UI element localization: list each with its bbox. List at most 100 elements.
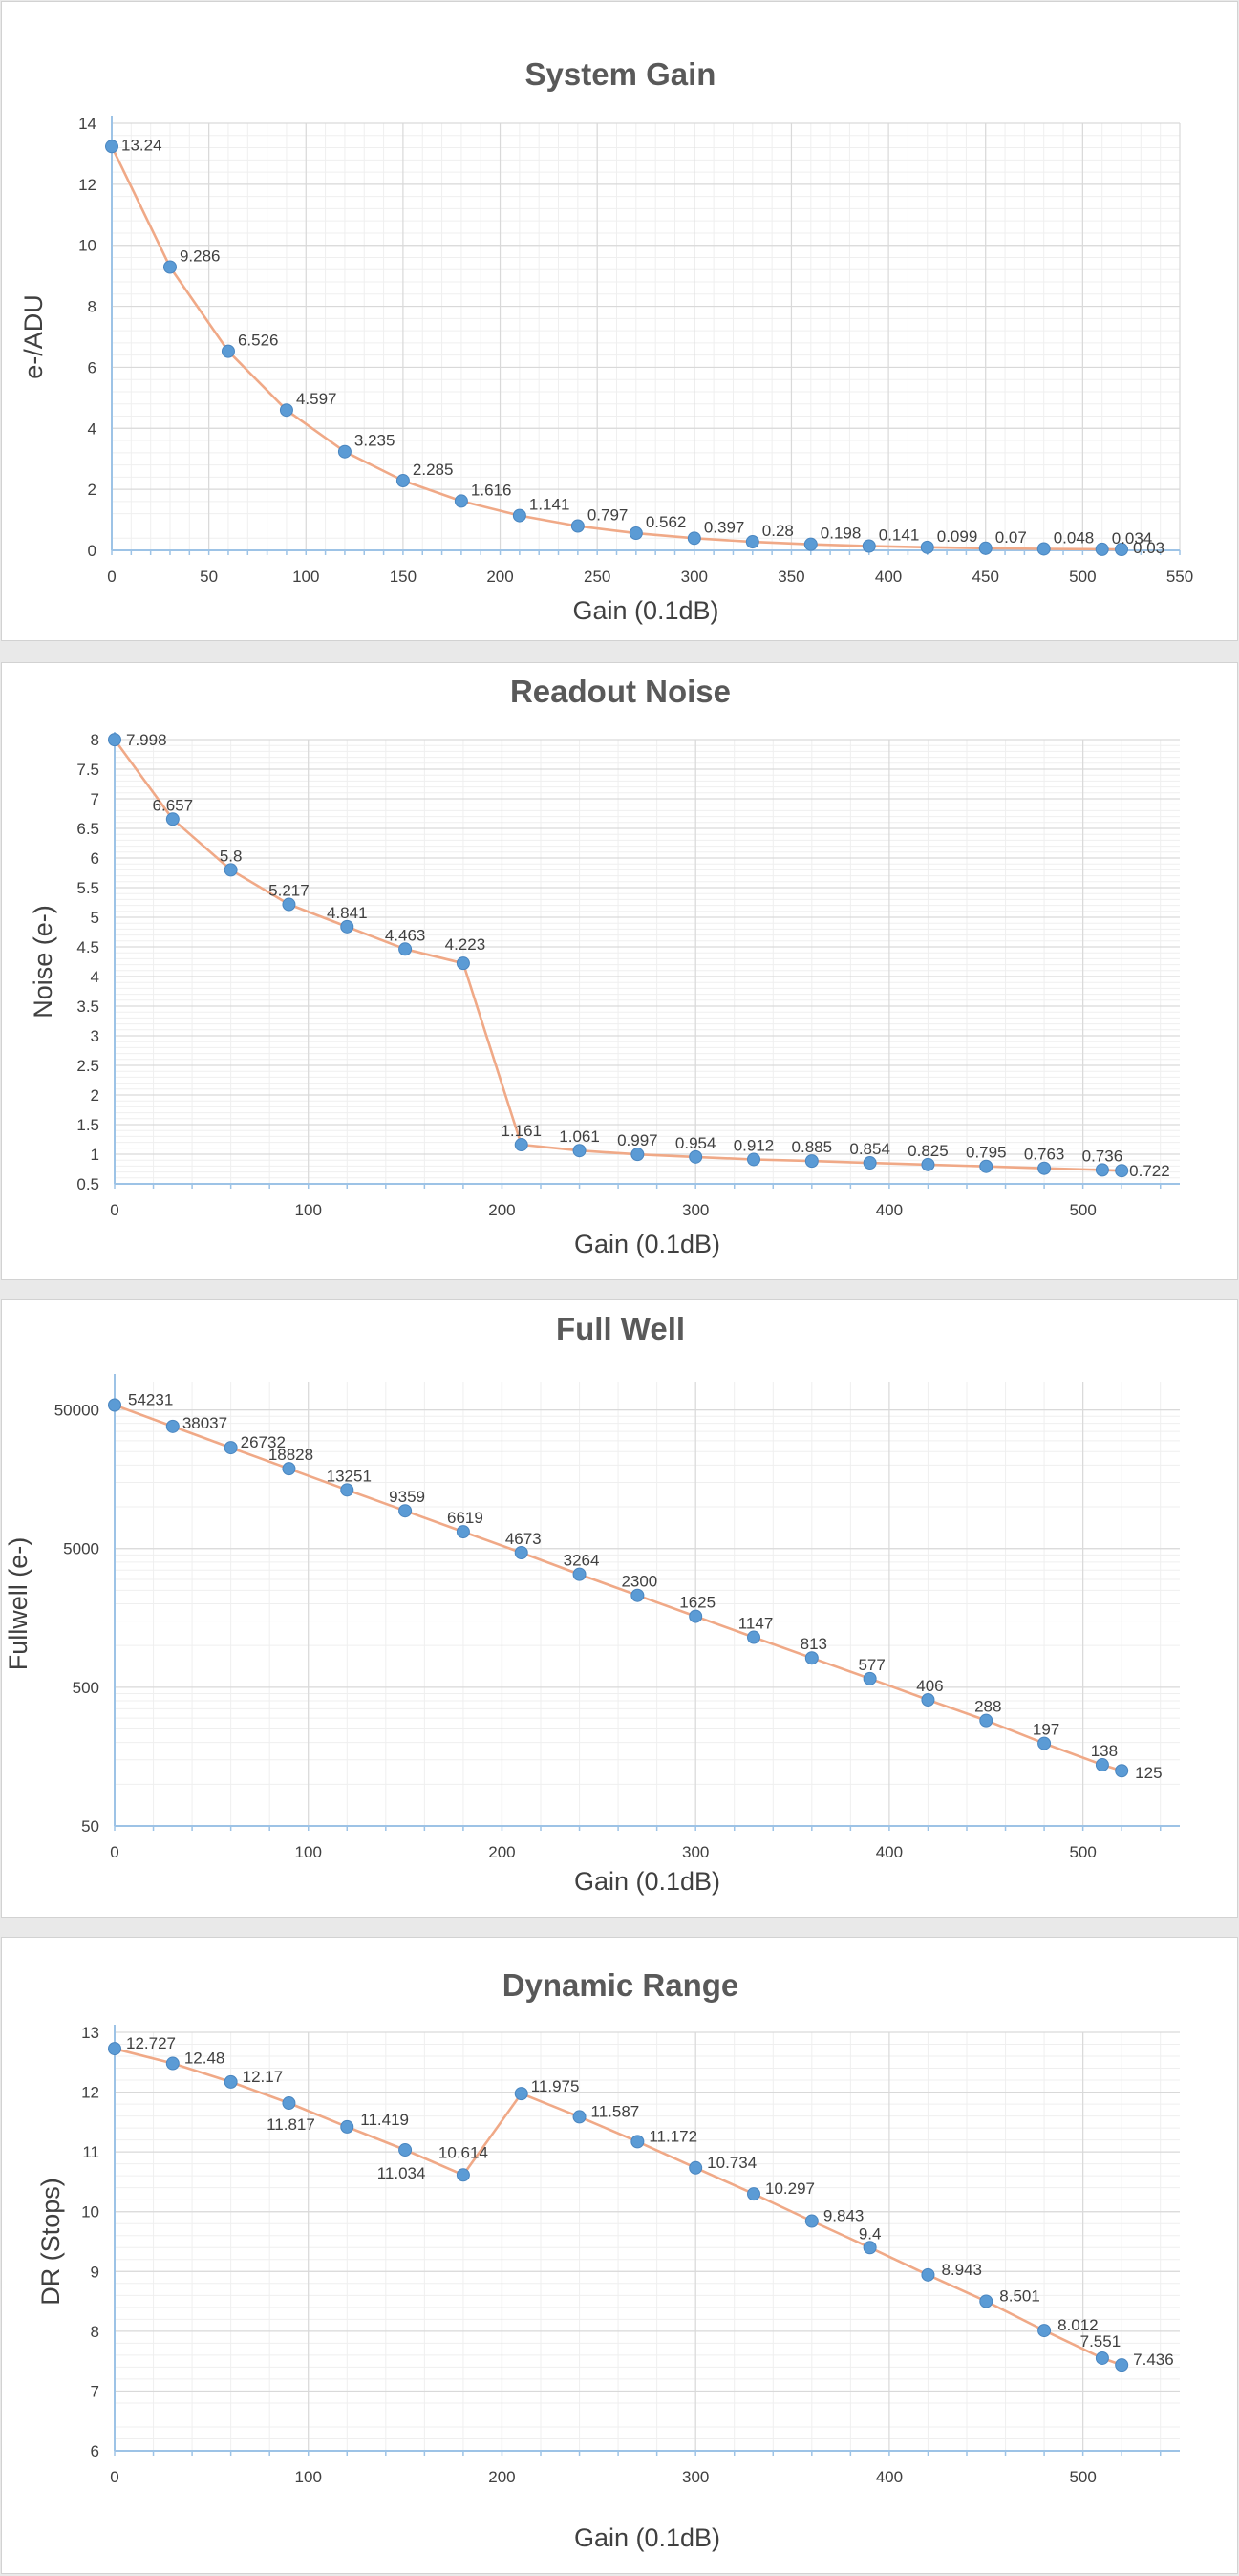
- system-gain-data-label: 0.034: [1112, 529, 1153, 547]
- full-well-x-axis-label: Gain (0.1dB): [574, 1867, 720, 1896]
- system-gain-data-label: 1.616: [471, 481, 512, 499]
- system-gain-data-point: [862, 539, 876, 553]
- system-gain-data-point: [105, 140, 118, 154]
- full-well-data-point: [165, 1419, 180, 1433]
- full-well-data-label: 125: [1135, 1764, 1162, 1782]
- dynamic-range-data-label: 7.551: [1080, 2332, 1122, 2351]
- readout-noise-data-point: [340, 919, 354, 934]
- system-gain-data-label: 0.28: [762, 522, 794, 540]
- full-well-y-tick-label: 5000: [63, 1540, 99, 1558]
- system-gain-data-label: 0.07: [995, 528, 1027, 547]
- readout-noise-data-label: 1.161: [501, 1122, 542, 1140]
- full-well-data-label: 1147: [738, 1615, 774, 1633]
- full-well-data-point: [689, 1609, 703, 1623]
- dynamic-range-data-label: 9.843: [823, 2207, 865, 2225]
- readout-noise-data-label: 4.463: [385, 926, 426, 944]
- readout-noise-data-point: [514, 1138, 528, 1152]
- dynamic-range-gridlines: [114, 2031, 1180, 2452]
- system-gain-data-label: 0.099: [937, 527, 978, 546]
- readout-noise-y-tick-label: 6: [91, 849, 99, 868]
- full-well-data-point: [282, 1462, 296, 1476]
- dynamic-range-data-point: [165, 2056, 180, 2071]
- full-well-data-point: [1095, 1758, 1109, 1772]
- full-well-data-point: [1115, 1764, 1129, 1778]
- full-well-data-label: 9359: [389, 1488, 425, 1506]
- dynamic-range-data-point: [1037, 2324, 1052, 2338]
- full-well-data-point: [514, 1546, 528, 1560]
- readout-noise-data-label: 0.795: [966, 1144, 1007, 1162]
- readout-noise-data-label: 0.722: [1129, 1162, 1170, 1180]
- system-gain-y-tick-label: 14: [78, 115, 96, 133]
- readout-noise-y-tick-label: 1.5: [76, 1116, 99, 1134]
- chart-panel-readout-noise: Readout Noise 0 100 200 300 400 500 0.5 1 1.5 2 2.5…: [1, 662, 1238, 1280]
- full-well-y-axis-label: Fullwell (e-): [4, 1537, 32, 1671]
- dynamic-range-chart: Dynamic Range 0 100 200 300 400 500 6 7 8 9 10 11 12 1…: [36, 1967, 1180, 2552]
- readout-noise-data-point: [224, 863, 238, 877]
- readout-noise-y-tick-label: 8: [91, 731, 99, 749]
- full-well-data-point: [630, 1588, 645, 1602]
- full-well-data-point: [572, 1567, 587, 1581]
- readout-noise-data-point: [456, 956, 470, 971]
- readout-noise-y-tick-label: 4.5: [76, 938, 99, 956]
- readout-noise-x-tick-label: 400: [876, 1201, 903, 1219]
- system-gain-y-tick-label: 12: [78, 176, 96, 194]
- readout-noise-data-point: [108, 733, 121, 747]
- readout-noise-data-label: 7.998: [126, 731, 167, 749]
- system-gain-data-point: [978, 541, 993, 555]
- system-gain-gridlines: [111, 122, 1181, 551]
- dynamic-range-data-point: [514, 2087, 528, 2101]
- readout-noise-x-axis-label: Gain (0.1dB): [574, 1230, 720, 1258]
- dynamic-range-data-label: 11.419: [360, 2111, 409, 2129]
- full-well-data-label: 13251: [327, 1467, 372, 1485]
- full-well-data-point: [747, 1630, 760, 1644]
- full-well-data-point: [108, 1398, 121, 1412]
- readout-noise-x-tick-label: 200: [488, 1201, 515, 1219]
- system-gain-x-tick-label: 300: [681, 568, 708, 586]
- system-gain-x-tick-label: 200: [486, 568, 513, 586]
- full-well-data-point: [979, 1713, 993, 1728]
- readout-noise-data-label: 0.885: [792, 1138, 833, 1156]
- dynamic-range-y-tick-label: 12: [81, 2084, 99, 2102]
- readout-noise-gridlines: [114, 739, 1180, 1185]
- readout-noise-title: Readout Noise: [510, 674, 731, 709]
- dynamic-range-data-point: [1115, 2358, 1129, 2372]
- system-gain-data-point: [395, 474, 410, 488]
- dynamic-range-data-point: [456, 2168, 470, 2182]
- readout-noise-data-point: [804, 1154, 819, 1169]
- readout-noise-x-tick-label: 300: [682, 1201, 709, 1219]
- dynamic-range-data-label: 8.943: [941, 2261, 982, 2279]
- full-well-data-point: [456, 1525, 470, 1539]
- full-well-data-label: 138: [1091, 1742, 1118, 1760]
- readout-noise-data-point: [979, 1159, 993, 1173]
- system-gain-data-point: [1115, 543, 1129, 557]
- system-gain-data-point: [570, 519, 585, 533]
- system-gain-y-tick-label: 4: [88, 419, 96, 438]
- system-gain-data-point: [629, 526, 643, 541]
- system-gain-data-label: 13.24: [121, 136, 162, 154]
- system-gain-data-label: 0.048: [1054, 528, 1095, 547]
- readout-noise-y-tick-label: 7: [91, 790, 99, 808]
- system-gain-data-label: 9.286: [180, 247, 221, 266]
- dynamic-range-y-tick-label: 11: [82, 2143, 99, 2161]
- dynamic-range-y-tick-label: 7: [91, 2382, 99, 2400]
- dynamic-range-x-tick-label: 400: [876, 2468, 903, 2486]
- readout-noise-data-point: [165, 812, 180, 826]
- dynamic-range-data-label: 11.587: [591, 2102, 640, 2120]
- system-gain-data-point: [687, 531, 701, 546]
- full-well-x-tick-label: 0: [110, 1843, 118, 1861]
- full-well-data-point: [921, 1693, 935, 1707]
- readout-noise-data-point: [747, 1152, 760, 1167]
- readout-noise-data-label: 0.763: [1024, 1146, 1065, 1164]
- system-gain-data-label: 0.141: [879, 526, 920, 544]
- dynamic-range-data-label: 8.501: [999, 2287, 1040, 2306]
- full-well-x-tick-label: 300: [682, 1843, 709, 1861]
- readout-noise-y-tick-label: 7.5: [76, 761, 99, 779]
- readout-noise-data-label: 0.736: [1082, 1147, 1123, 1165]
- full-well-data-label: 813: [801, 1635, 827, 1653]
- dynamic-range-data-label: 9.4: [859, 2224, 882, 2243]
- dynamic-range-data-point: [282, 2096, 296, 2111]
- dynamic-range-data-label: 12.727: [126, 2034, 176, 2052]
- full-well-data-point: [340, 1483, 354, 1497]
- dynamic-range-data-point: [630, 2135, 645, 2149]
